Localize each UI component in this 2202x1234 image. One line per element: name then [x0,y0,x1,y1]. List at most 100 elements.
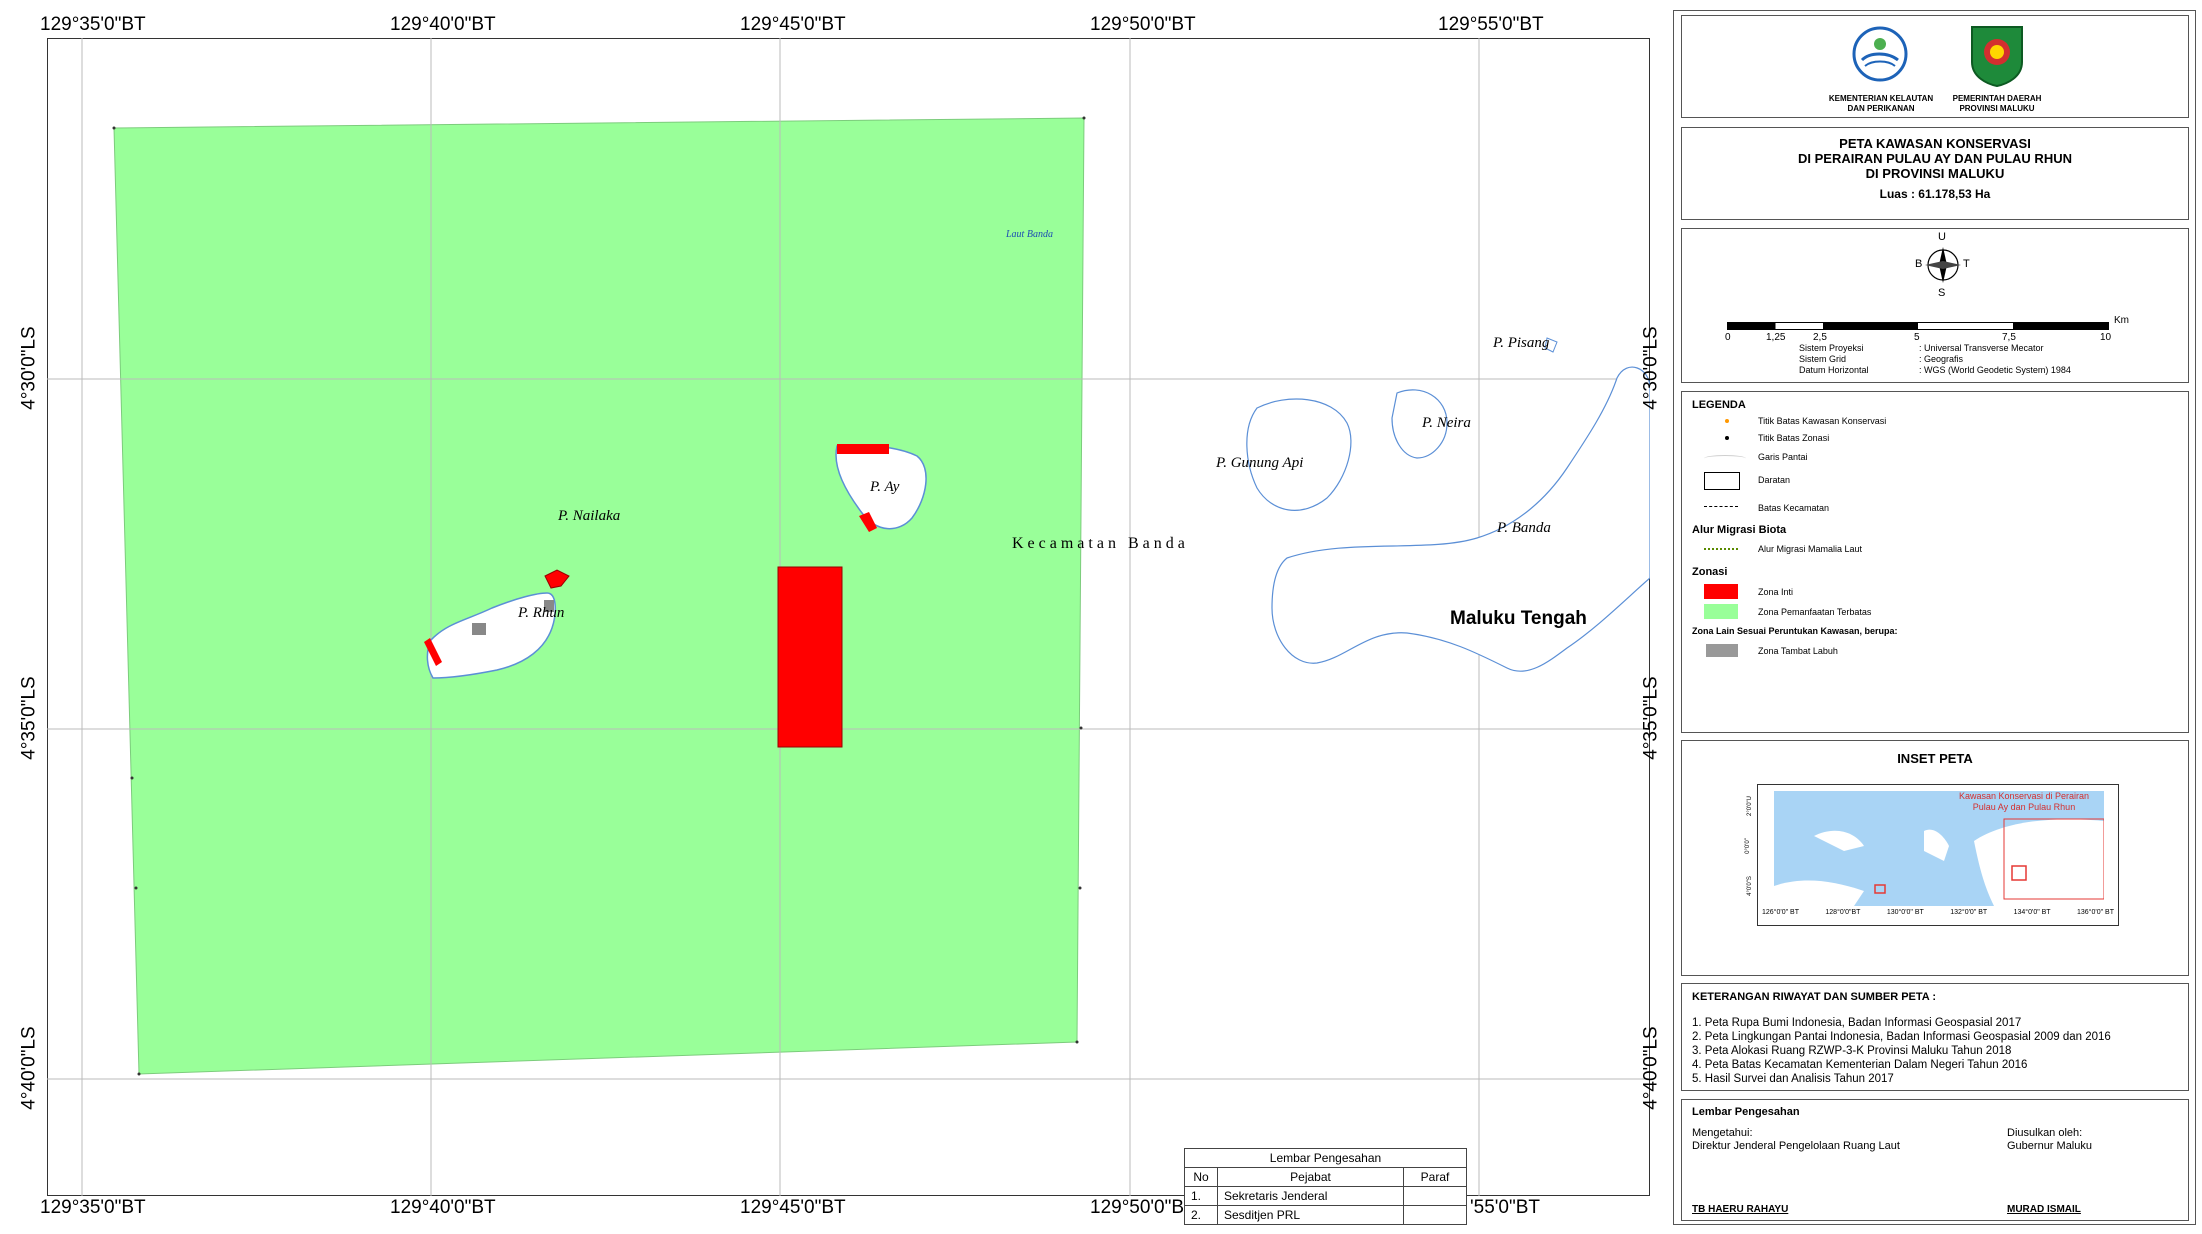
tick-bottom-4: 129°50'0"B [1090,1197,1185,1218]
sig-name: Sesditjen PRL [1217,1205,1404,1225]
zona-inti-block [777,566,843,748]
tick-top-1: 129°35'0"BT [40,14,146,35]
legend-zona-pemanfaatan: Zona Pemanfaatan Terbatas [1758,607,1872,617]
titik-kawasan-icon [1725,419,1729,423]
title-panel: PETA KAWASAN KONSERVASI DI PERAIRAN PULA… [1681,127,2189,220]
sig-name: Sekretaris Jenderal [1217,1186,1404,1206]
info-val: : WGS (World Geodetic System) 1984 [1919,365,2071,375]
zonasi-title: Zonasi [1692,566,1728,578]
inset-x-tick: 126°0'0" BT [1762,909,1799,916]
tick-right-2: 4°35'0"LS [1640,676,1662,760]
inset-x-tick: 136°0'0" BT [2077,909,2114,916]
sources-title: KETERANGAN RIWAYAT DAN SUMBER PETA : [1692,991,1937,1003]
list-item: 4. Peta Batas Kecamatan Kementerian Dala… [1692,1059,2028,1071]
list-item: 2. Peta Lingkungan Pantai Indonesia, Bad… [1692,1031,2111,1043]
sig-paraf [1403,1205,1467,1225]
label-neira: P. Neira [1422,415,1471,431]
label-laut-banda: Laut Banda [1006,229,1053,240]
legend-daratan: Daratan [1758,475,1791,485]
sig-header-no: No [1184,1167,1218,1187]
table-row: 1. Sekretaris Jenderal [1184,1186,1467,1206]
inset-map: Kawasan Konservasi di Perairan Pulau Ay … [1745,784,2119,926]
alur-title: Alur Migrasi Biota [1692,524,1787,536]
scale-label-5: 10 [2100,332,2112,343]
zona-inti-swatch [1704,584,1738,599]
tick-right-3: 4°40'0"LS [1640,1026,1662,1110]
sig-no: 1. [1184,1186,1218,1206]
title-area: Luas : 61.178,53 Ha [1879,187,1991,201]
sources-list: 1. Peta Rupa Bumi Indonesia, Badan Infor… [1692,1016,2111,1086]
signature-table: Lembar Pengesahan No Pejabat Paraf 1. Se… [1184,1148,1467,1225]
scale-label-4: 7,5 [2002,332,2016,343]
alur-icon [1704,548,1738,550]
inset-x-ticks: 126°0'0" BT 128°0'0"BT 130°0'0" BT 132°0… [1762,909,2114,916]
zona-pemanfaatan-swatch [1704,604,1738,619]
tick-top-3: 129°45'0"BT [740,14,846,35]
inset-y-tick: 0°0'0" [1744,838,1751,854]
tick-left-3: 4°40'0"LS [18,1026,40,1110]
legend-garis-pantai: Garis Pantai [1758,452,1808,462]
island-rhun [426,592,557,679]
boundary-points [112,116,1086,1076]
legend-batas-kec: Batas Kecamatan [1758,503,1830,513]
label-rhun: P. Rhun [518,605,565,621]
compass-rose: U S B T [1912,231,1972,299]
zona-lain-title: Zona Lain Sesuai Peruntukan Kawasan, ber… [1692,626,1898,636]
zona-tambat-swatch [1706,644,1738,657]
approval-left-2: Direktur Jenderal Pengelolaan Ruang Laut [1692,1140,1900,1152]
island-gunung-api [1246,398,1352,511]
island-ay [835,444,927,530]
kkp-logo [1850,24,1910,84]
scale-label-3: 5 [1914,332,1920,343]
compass-w: B [1915,258,1923,270]
inset-y-tick: 4°0'0"S [1746,876,1753,896]
tick-left-1: 4°30'0"LS [18,326,40,410]
label-ay: P. Ay [870,479,900,495]
inset-x-tick: 134°0'0" BT [2013,909,2051,916]
tick-top-2: 129°40'0"BT [390,14,496,35]
logo-panel: KEMENTERIAN KELAUTAN DAN PERIKANAN PEMER… [1681,15,2189,118]
approval-panel: Lembar Pengesahan Mengetahui: Direktur J… [1681,1099,2189,1221]
sig-header-paraf: Paraf [1403,1167,1467,1187]
island-neira [1391,389,1448,459]
inset-x-tick: 128°0'0"BT [1825,909,1861,916]
scale-label-1: 1,25 [1766,332,1786,343]
label-gunung-api: P. Gunung Api [1216,455,1304,471]
info-val: : Geografis [1919,354,1964,364]
title-line-3: DI PROVINSI MALUKU [1865,166,2005,181]
tick-bottom-1: 129°35'0"BT [40,1197,146,1218]
maluku-logo-caption: PEMERINTAH DAERAH PROVINSI MALUKU [1952,94,2042,113]
batas-kec-icon [1704,506,1738,507]
sidebar-frame [1673,10,2196,1225]
compass-s: S [1938,287,1946,299]
legend-zona-tambat: Zona Tambat Labuh [1758,646,1838,656]
approval-left-1: Mengetahui: [1692,1127,1753,1139]
tick-top-4: 129°50'0"BT [1090,14,1196,35]
scale-label-2: 2,5 [1813,332,1827,343]
inset-panel: INSET PETA Kawasan Konservasi di Peraira… [1681,740,2189,976]
sig-header-pejabat: Pejabat [1217,1167,1404,1187]
inset-x-tick: 132°0'0" BT [1950,909,1988,916]
ay-zona-inti-north [837,444,889,454]
approval-right-name: MURAD ISMAIL [2007,1204,2081,1215]
tick-top-5: 129°55'0"BT [1438,14,1544,35]
scale-label-0: 0 [1725,332,1731,343]
projection-info: Sistem Proyeksi: Universal Transverse Me… [1799,343,2071,376]
graticule [47,38,1650,1196]
table-row: 2. Sesditjen PRL [1184,1205,1467,1225]
list-item: 1. Peta Rupa Bumi Indonesia, Badan Infor… [1692,1017,2022,1029]
sig-paraf [1403,1186,1467,1206]
tambat-labuh-2 [544,600,554,612]
sources-panel: KETERANGAN RIWAYAT DAN SUMBER PETA : 1. … [1681,983,2189,1091]
scale-panel: U S B T 0 1,25 2,5 5 7,5 10 Km Sistem Pr… [1681,228,2189,383]
label-maluku-tengah: Maluku Tengah [1450,608,1587,629]
island-pisang [1544,337,1558,353]
tick-bottom-3: 129°45'0"BT [740,1197,846,1218]
ay-zona-inti-south [859,512,877,532]
tick-bottom-5: '55'0"BT [1470,1197,1540,1218]
approval-title: Lembar Pengesahan [1692,1106,1800,1118]
daratan-icon [1704,472,1740,490]
inset-x-tick: 130°0'0" BT [1886,909,1924,916]
approval-right-2: Gubernur Maluku [2007,1140,2092,1152]
kkp-logo-caption: KEMENTERIAN KELAUTAN DAN PERIKANAN [1828,94,1934,113]
